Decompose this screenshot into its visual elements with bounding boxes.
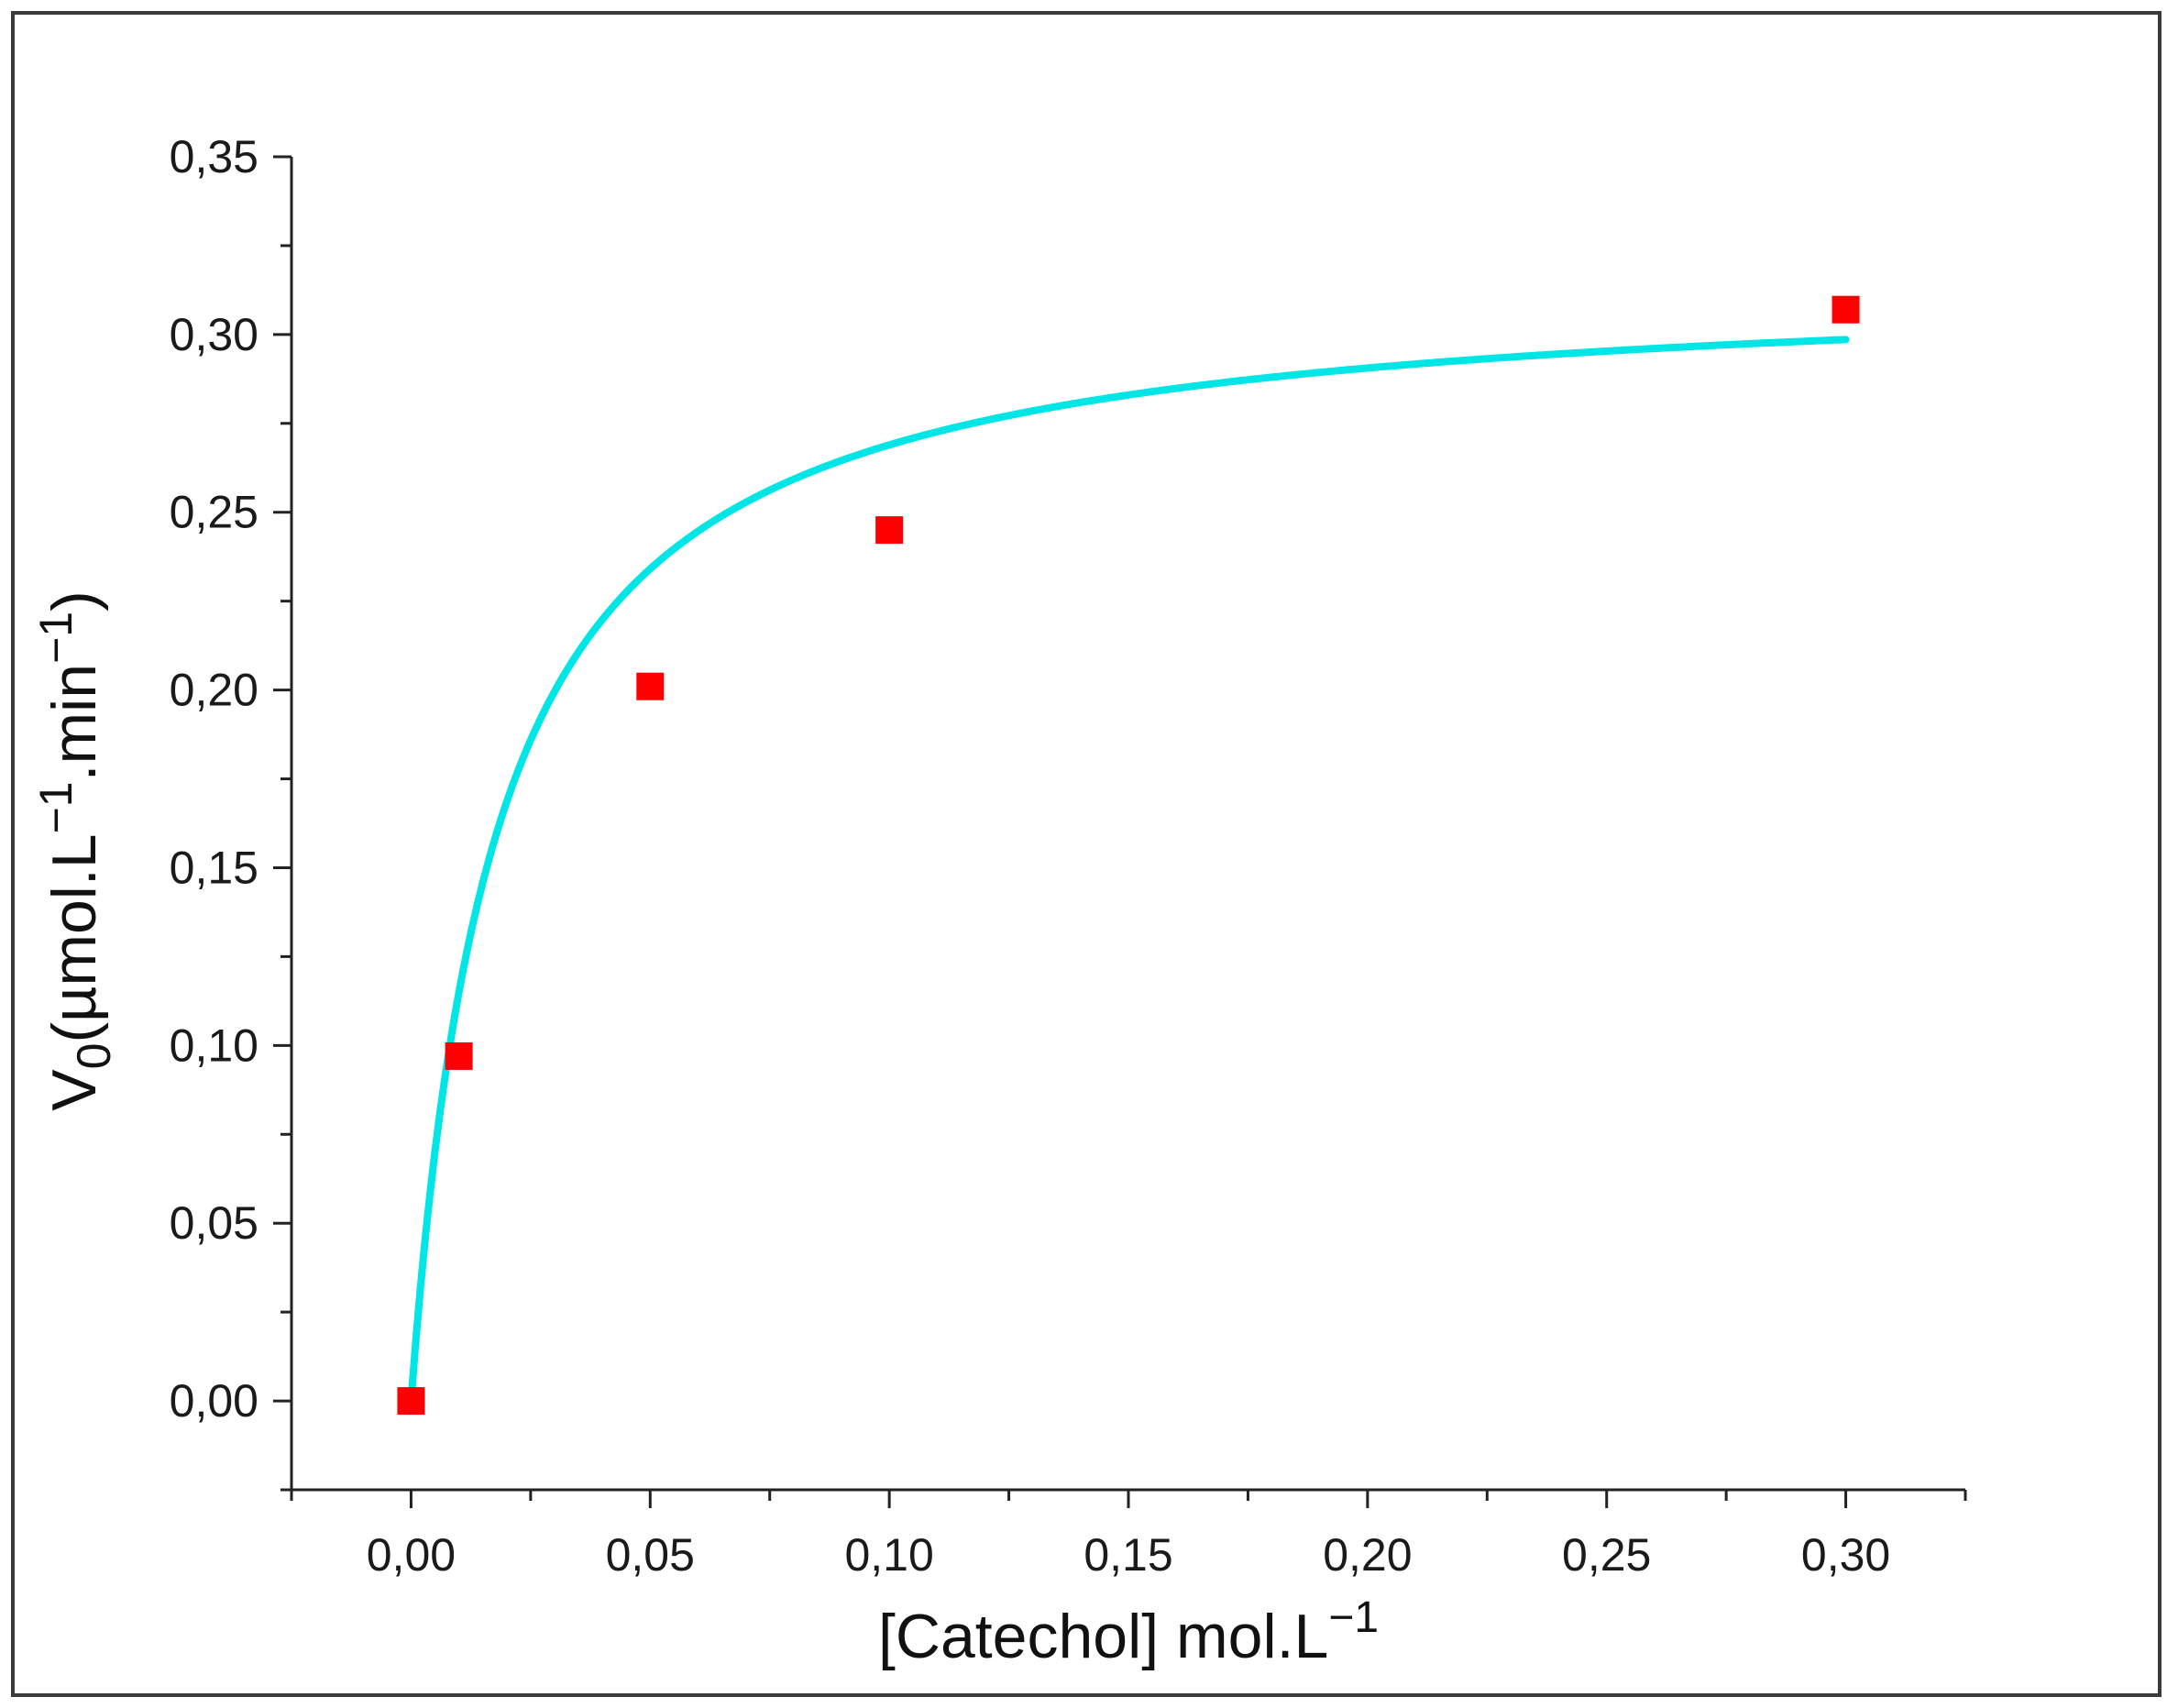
fit-curve-layer [407,336,1850,1405]
x-axis-title-text: [Catechol] mol.L [878,1602,1328,1671]
axis-labels: [Catechol] mol.L−1 V0(µmol.L−1.min−1) [30,590,1379,1671]
data-point [875,516,904,545]
x-tick-label: 0,25 [1562,1529,1651,1581]
x-axis-title-superscript: −1 [1328,1593,1379,1642]
chart-frame: 0,00 0,05 0,10 0,15 0,20 0,25 0,30 0,00 0,05 0,10… [11,11,2162,1697]
y-tick-label: 0,30 [170,309,258,360]
y-tick-label: 0,15 [170,842,258,893]
y-tick-label: 0,00 [170,1375,258,1427]
x-tick-label: 0,15 [1084,1529,1172,1581]
x-tick-label: 0,30 [1801,1529,1890,1581]
fit-curve [407,336,1850,1405]
y-axis-title-sup1: −1 [30,781,82,833]
data-point [397,1387,425,1416]
y-axis-title-v: V [39,1069,109,1111]
y-axis-title: V0(µmol.L−1.min−1) [30,590,121,1111]
y-tick-label: 0,10 [170,1019,258,1071]
y-tick-label: 0,25 [170,487,258,538]
y-axis-title-sup2: −1 [30,612,82,664]
x-axis-title: [Catechol] mol.L−1 [878,1593,1379,1671]
axes: 0,00 0,05 0,10 0,15 0,20 0,25 0,30 0,00 0,05 0,10… [170,131,1967,1581]
y-tick-label: 0,20 [170,665,258,716]
data-points-layer [397,295,1860,1416]
x-tick-label: 0,10 [844,1529,933,1581]
x-tick-label: 0,00 [367,1529,456,1581]
chart: 0,00 0,05 0,10 0,15 0,20 0,25 0,30 0,00 0,05 0,10… [30,131,1967,1671]
y-tick-label: 0,05 [170,1197,258,1249]
y-axis-title-close: ) [39,590,109,612]
data-point [1832,295,1860,324]
data-point [636,672,665,700]
data-point [445,1041,473,1070]
y-axis-title-subscript: 0 [68,1042,121,1069]
y-tick-label: 0,35 [170,131,258,182]
x-tick-label: 0,05 [606,1529,695,1581]
x-tick-label: 0,20 [1323,1529,1412,1581]
y-axis-title-unit2: .min [39,664,109,781]
y-axis-title-unit1: (µmol.L [39,833,109,1042]
